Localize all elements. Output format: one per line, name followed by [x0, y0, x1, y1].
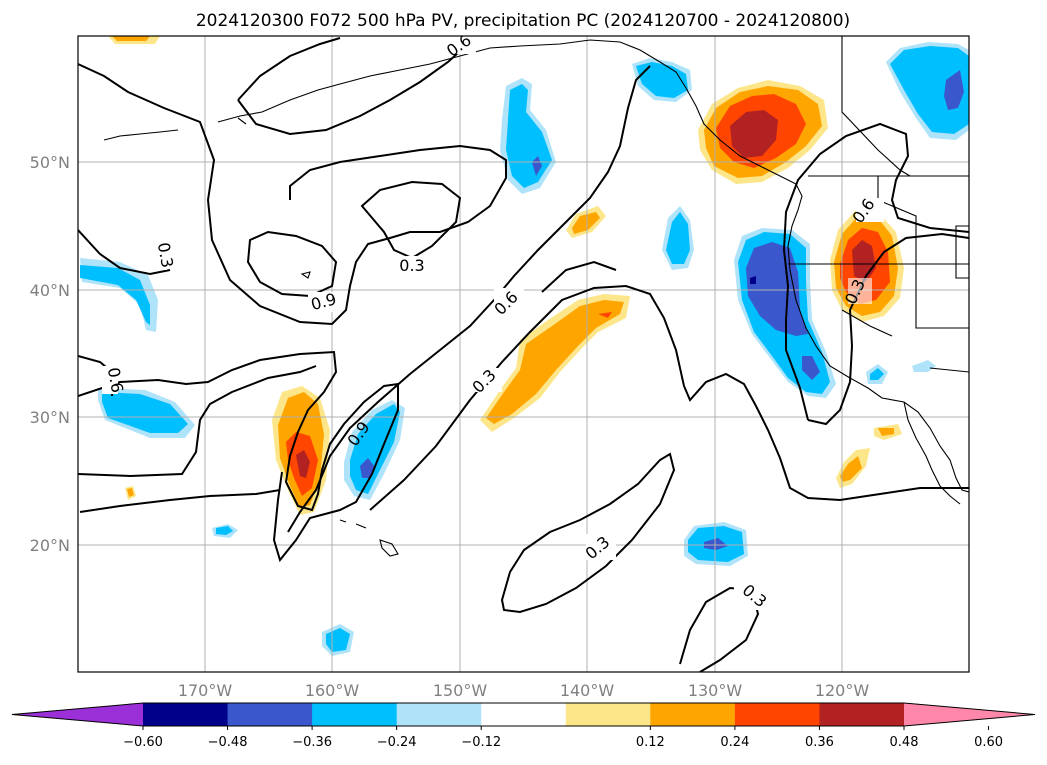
lon-label: 160°W — [305, 681, 360, 700]
pv-contours — [78, 37, 969, 672]
lon-label: 170°W — [178, 681, 233, 700]
latitude-labels: 50°N 40°N 30°N 20°N — [30, 153, 70, 555]
colorbar-swatch — [734, 703, 820, 726]
lat-label: 20°N — [30, 536, 70, 555]
colorbar-swatch — [650, 703, 736, 726]
colorbar-tick-label: 0.48 — [890, 735, 919, 750]
contour-label: 0.3 — [399, 256, 424, 275]
graticule — [78, 36, 969, 672]
contour-label: 0.6 — [104, 366, 127, 394]
lat-label: 30°N — [30, 408, 70, 427]
colorbar-tick-label: −0.48 — [208, 735, 248, 750]
colorbar-tick-label: 0.12 — [636, 735, 665, 750]
colorbar-tick-label: 0.36 — [805, 735, 834, 750]
contour-labels: 0.6 0.3 0.3 0.9 0.6 0.9 0.3 0.6 0.3 0.3 … — [102, 30, 884, 611]
colorbar-tick-label: −0.60 — [123, 735, 163, 750]
colorbar: −0.60 −0.48 −0.36 −0.24 −0.12 0.12 0.24 0.36 0.4… — [11, 702, 1036, 750]
colorbar-tick-label: −0.24 — [377, 735, 417, 750]
colorbar-extend-min — [12, 703, 143, 726]
precip-shading — [80, 36, 969, 656]
contour-label: 0.3 — [154, 241, 177, 269]
figure-title: 2024120300 F072 500 hPa PV, precipitatio… — [196, 11, 850, 31]
colorbar-swatch — [312, 703, 398, 726]
colorbar-tick-label: 0.24 — [720, 735, 749, 750]
colorbar-tick-label: −0.36 — [292, 735, 332, 750]
lon-label: 130°W — [688, 681, 743, 700]
colorbar-swatch — [565, 703, 651, 726]
colorbar-extend-max — [904, 703, 1035, 726]
colorbar-swatch — [227, 703, 313, 726]
lat-label: 50°N — [30, 153, 70, 172]
colorbar-swatch — [396, 703, 482, 726]
contour-label: 0.6 — [443, 30, 475, 60]
lon-label: 140°W — [560, 681, 615, 700]
colorbar-tick-label: 0.60 — [974, 735, 1003, 750]
colorbar-swatch — [143, 703, 229, 726]
map-frame — [77, 35, 970, 673]
colorbar-swatch — [481, 703, 567, 726]
colorbar-swatch — [819, 703, 905, 726]
colorbar-tick-label: −0.12 — [461, 735, 501, 750]
lon-label: 120°W — [815, 681, 870, 700]
lon-label: 150°W — [433, 681, 488, 700]
coastlines — [103, 36, 969, 557]
lat-label: 40°N — [30, 281, 70, 300]
longitude-labels: 170°W 160°W 150°W 140°W 130°W 120°W — [178, 681, 870, 700]
map-area: 0.6 0.3 0.3 0.9 0.6 0.9 0.3 0.6 0.3 0.3 … — [78, 30, 969, 672]
